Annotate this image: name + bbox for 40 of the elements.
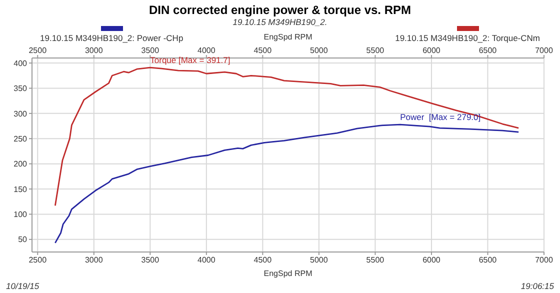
annotation: Power [Max = 279.0]	[400, 112, 481, 122]
y-tick-label: 400	[14, 58, 28, 68]
x2-tick-label: 3500	[141, 256, 160, 265]
x-tick-label: 6500	[478, 46, 498, 55]
x2-axis-title: EngSpd RPM	[264, 32, 313, 42]
y-tick-label: 200	[14, 160, 28, 169]
x-tick-label: 7000	[535, 46, 554, 55]
x2-tick-label: 5500	[366, 256, 385, 265]
x2-tick-label: 6000	[422, 256, 441, 265]
legend-label: 19.10.15 M349HB190_2: Torque-CNm	[395, 33, 540, 43]
annotation: Torque [Max = 391.7]	[150, 55, 230, 66]
y-tick-label: 50	[18, 235, 28, 244]
x-tick-label: 6000	[422, 46, 441, 55]
x2-tick-label: 2500	[28, 256, 48, 265]
y-tick-label: 100	[14, 210, 28, 220]
y-tick-label: 150	[14, 184, 28, 194]
x-tick-label: 5500	[366, 46, 385, 55]
x-axis-title: EngSpd RPM	[264, 269, 313, 278]
x-tick-label: 3500	[141, 46, 160, 55]
x2-tick-label: 6500	[478, 256, 498, 265]
text: 19:06:15	[520, 281, 554, 291]
chart-subtitle: 19.10.15 M349HB190_2.	[232, 17, 328, 27]
x2-tick-label: 4500	[254, 256, 272, 265]
x2-tick-label: 5000	[310, 256, 328, 265]
x-tick-label: 4500	[254, 46, 272, 55]
x2-tick-label: 4000	[198, 256, 216, 265]
text: 10/19/15	[6, 281, 40, 291]
x2-tick-label: 3000	[84, 256, 104, 265]
chart-title: DIN corrected engine power & torque vs. RPM	[148, 3, 412, 17]
line-series	[54, 66, 520, 206]
x-tick-label: 5000	[310, 46, 328, 55]
x-tick-label: 2500	[28, 46, 48, 55]
x-tick-label: 4000	[198, 46, 216, 55]
line-series	[54, 124, 520, 244]
y-tick-label: 300	[14, 109, 28, 118]
x-tick-label: 3000	[84, 46, 104, 55]
y-tick-label: 350	[14, 84, 28, 94]
x2-tick-label: 7000	[535, 256, 554, 265]
y-tick-label: 250	[14, 134, 28, 144]
legend-label: 19.10.15 M349HB190_2: Power -CHp	[40, 33, 184, 43]
